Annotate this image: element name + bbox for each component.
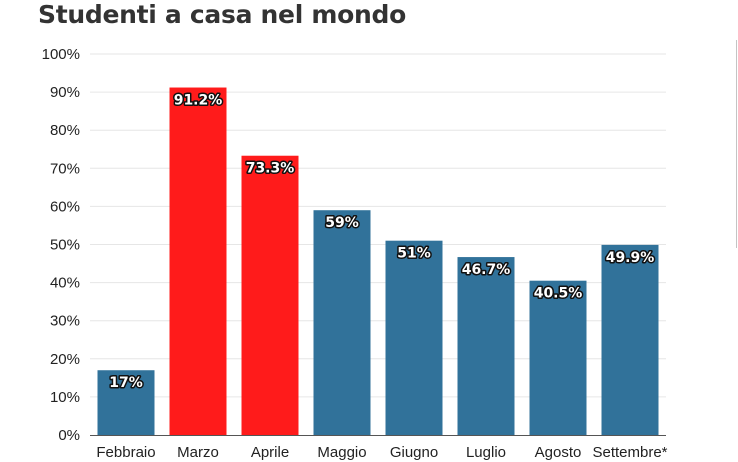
edge-divider	[736, 40, 737, 248]
y-tick-label: 20%	[50, 351, 80, 368]
bar-value-label: 73.3%	[246, 161, 295, 177]
y-tick-label: 10%	[50, 389, 80, 406]
x-tick-label: Marzo	[177, 444, 219, 461]
bars	[97, 87, 659, 436]
bar	[385, 240, 443, 435]
bar	[457, 257, 515, 435]
bar	[313, 210, 371, 435]
y-tick-label: 50%	[50, 237, 80, 254]
y-tick-label: 90%	[50, 84, 80, 101]
y-tick-label: 0%	[58, 427, 80, 444]
y-axis-ticks: 0% 10% 20% 30% 40% 50% 60% 70% 80% 90% 100%	[42, 46, 80, 444]
bar	[601, 244, 659, 435]
x-axis-ticks: Febbraio Marzo Aprile Maggio Giugno Luglio Ago…	[96, 444, 667, 461]
y-tick-label: 100%	[42, 46, 80, 63]
x-tick-label: Febbraio	[96, 444, 155, 461]
bar-value-label: 59%	[325, 215, 359, 231]
bar-value-label: 51%	[397, 246, 431, 262]
y-tick-label: 80%	[50, 122, 80, 139]
bar-value-label: 91.2%	[174, 93, 223, 109]
bar-value-label: 46.7%	[462, 262, 511, 278]
chart-title: Studenti a casa nel mondo	[38, 0, 406, 29]
y-tick-label: 70%	[50, 160, 80, 177]
y-tick-label: 30%	[50, 313, 80, 330]
x-tick-label: Agosto	[535, 444, 582, 461]
bar-value-label: 17%	[109, 375, 143, 391]
bar	[169, 87, 227, 435]
bar-value-label: 49.9%	[606, 250, 655, 266]
x-tick-label: Luglio	[466, 444, 506, 461]
y-tick-label: 60%	[50, 198, 80, 215]
x-tick-label: Maggio	[317, 444, 366, 461]
y-tick-label: 40%	[50, 275, 80, 292]
x-tick-label: Aprile	[251, 444, 289, 461]
x-tick-label: Giugno	[390, 444, 438, 461]
bar-value-labels: 17% 91.2% 73.3% 59% 51% 46.7% 40.5% 49.9%	[108, 91, 656, 393]
bar	[97, 370, 155, 435]
x-tick-label: Settembre*	[592, 444, 667, 461]
bar	[529, 280, 587, 435]
bar	[241, 155, 299, 436]
bar-value-label: 40.5%	[534, 286, 583, 302]
